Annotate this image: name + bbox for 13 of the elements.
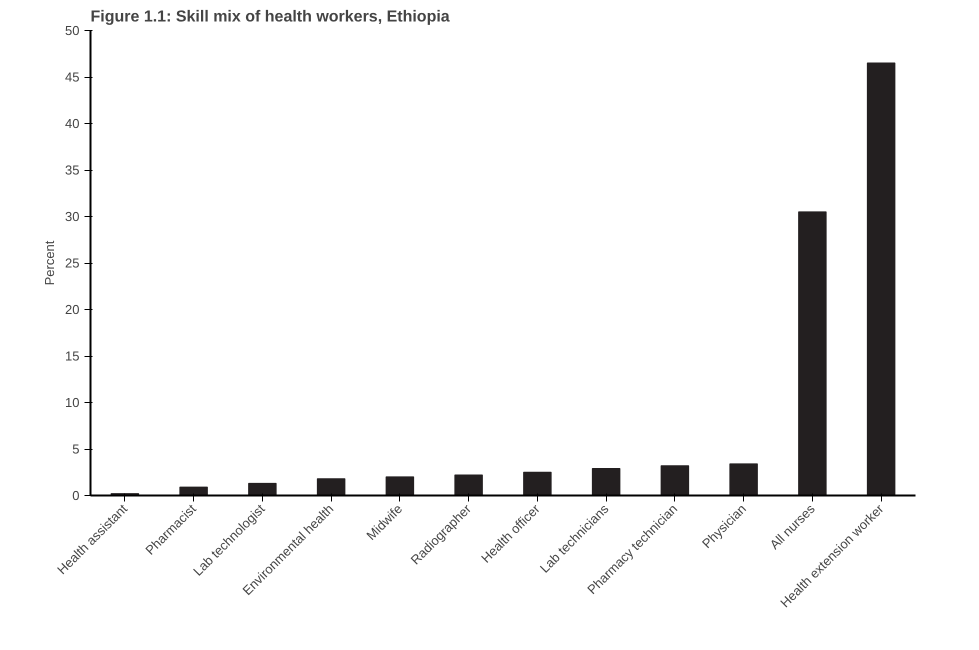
y-tick-label: 0	[72, 488, 80, 503]
y-tick-label: 40	[65, 116, 80, 131]
y-tick-label: 20	[65, 302, 80, 317]
y-tick-label: 35	[65, 162, 80, 178]
y-tick-label: 50	[65, 23, 80, 38]
y-tick-label: 45	[65, 70, 80, 84]
y-tick-label: 5	[72, 442, 80, 456]
y-tick-label: 25	[65, 256, 80, 270]
y-tick-label: 10	[65, 395, 80, 410]
y-tick-label: 15	[65, 348, 80, 364]
y-axis-title: Percent	[42, 240, 58, 286]
chart-title: Figure 1.1: Skill mix of health workers, Ethiopia	[90, 8, 450, 26]
y-tick-label: 30	[65, 209, 80, 224]
